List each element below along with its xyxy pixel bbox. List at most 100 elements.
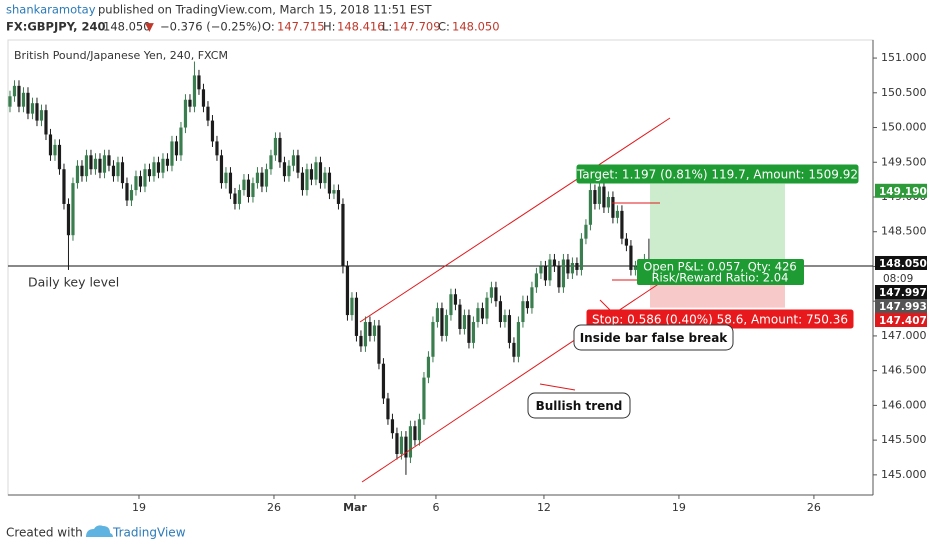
price-label-box [875,313,927,327]
candle-body [318,162,323,184]
candle-body [548,259,552,281]
candle-body [26,92,30,114]
candle-body [224,172,228,184]
candle-body [71,183,75,236]
chart-title: British Pound/Japanese Yen, 240, FXCM [14,49,228,62]
logo [86,525,113,537]
candle-body [39,110,44,121]
candle-body [89,155,93,170]
candle-body [359,335,363,347]
open-value: 147.715 [277,20,325,34]
pnl-text: Open P&L: 0.057, Qty: 426 [643,260,796,274]
low-label: L: [382,20,392,34]
high-value: 148.416 [337,20,385,34]
rr-text: Risk/Reward Ratio: 2.04 [652,271,789,285]
x-tick-label: 6 [432,501,439,514]
candle-body [44,110,48,135]
y-tick-label: 148.500 [881,225,927,238]
y-tick-label: 146.000 [881,398,927,411]
price-label: 147.993 [879,301,927,313]
candle-body [543,266,548,281]
candle-body [12,85,17,97]
candle-body [471,322,476,343]
stop-text: Stop: 0.586 (0.40%) 58.6, Amount: 750.36 [592,313,848,327]
candle-body [246,179,251,197]
candle-body [507,315,512,343]
candle-body [273,137,278,156]
candle-body [570,262,575,274]
candle-body [552,259,557,267]
candle-body [377,325,381,364]
candle-body [206,106,210,121]
candle-body [539,266,543,274]
candle-body [156,162,161,173]
target-box [576,164,859,184]
candle-body [309,169,314,180]
candle-body [399,436,404,455]
candle-body [287,165,291,177]
drawing-line [539,383,576,391]
candle-body [197,75,201,90]
low-value: 147.709 [393,20,441,34]
candle-body [80,165,84,177]
price-label: 149.190 [879,186,927,198]
candle-body [606,196,611,208]
candle-body [215,141,219,156]
x-tick-label: 12 [537,501,551,514]
candle-body [57,144,62,170]
candle-body [611,196,615,218]
candle-body [620,210,624,239]
candle-body [282,162,287,177]
candle-body [336,190,341,204]
price-label-box [875,299,927,313]
pnl-box [637,259,804,285]
inside-bar-box [573,324,734,351]
candle-body [165,158,170,166]
candle-body [390,419,395,434]
candle-body [17,85,21,107]
candle-body [444,315,449,336]
candle-body [489,287,494,298]
candle-body [561,259,566,288]
trend-text: Bullish trend [536,399,623,413]
price-label-box [875,285,927,299]
candle-body [521,301,525,323]
candle-body [350,297,354,316]
candle-body [602,186,606,208]
trend-box [527,392,631,419]
candle-body [327,172,332,194]
candle-body [237,190,242,204]
price-label: 148.050 [879,258,927,270]
price-label: 147.407 [879,315,927,327]
candle-body [291,155,296,166]
candle-body [588,190,593,225]
author: shankaramotay [6,3,96,17]
candle-body [498,301,503,323]
y-tick-label: 145.500 [881,433,927,446]
candle-body [566,259,570,274]
candle-body [116,162,120,177]
candle-body [431,322,435,357]
candle-body [300,172,305,191]
candle-body [129,190,134,201]
candle-body [422,377,426,420]
candle-body [188,99,192,107]
candle-body [462,315,467,329]
candle-body [251,183,255,197]
candle-body [84,155,89,177]
candle-body [143,169,147,187]
candle-body [125,183,129,201]
countdown: 08:09 [883,273,913,285]
candle-body [183,99,188,128]
created-with: Created with [6,526,83,540]
close-value: 148.050 [452,20,500,34]
candle-body [516,322,521,357]
candle-body [21,92,26,107]
candle-body [192,75,197,107]
change: −0.376 (−0.25%) [160,20,261,34]
candle-body [323,172,327,184]
footer: Created with TradingView [6,525,186,540]
drawing-line [359,117,671,323]
candle-body [480,308,485,319]
candle-body [426,356,431,378]
